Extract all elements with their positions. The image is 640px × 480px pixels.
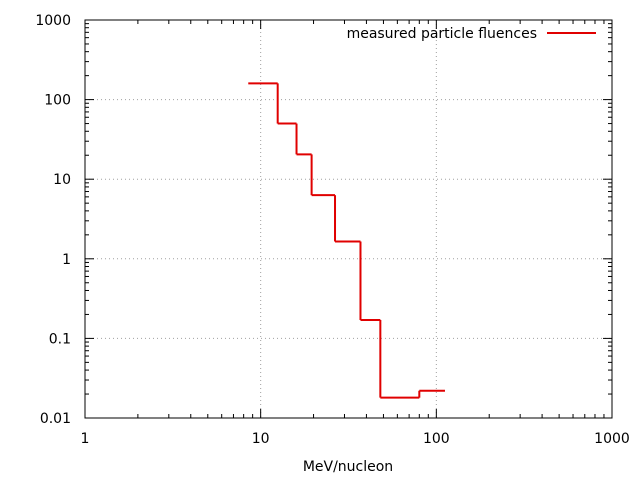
y-tick-label: 0.1 [49, 331, 71, 347]
x-tick-label: 100 [423, 431, 450, 447]
y-tick-label: 10 [53, 172, 71, 188]
legend-label: measured particle fluences [347, 26, 537, 42]
legend: measured particle fluences [347, 26, 596, 42]
series [248, 82, 445, 399]
y-tick-label: 100 [44, 93, 71, 109]
ticks: 1 10 100 1000 0.01 0.1 1 10 100 1000 [35, 13, 629, 447]
grid [85, 20, 612, 418]
y-tick-label: 1 [62, 252, 71, 268]
plot-frame [84, 19, 613, 419]
y-tick-label: 1000 [35, 13, 71, 29]
x-tick-label: 1 [81, 431, 90, 447]
series-group [248, 82, 445, 399]
y-tick-label: 0.01 [40, 411, 71, 427]
x-tick-label: 10 [252, 431, 270, 447]
x-axis-title: MeV/nucleon [303, 459, 393, 475]
x-tick-label: 1000 [594, 431, 630, 447]
